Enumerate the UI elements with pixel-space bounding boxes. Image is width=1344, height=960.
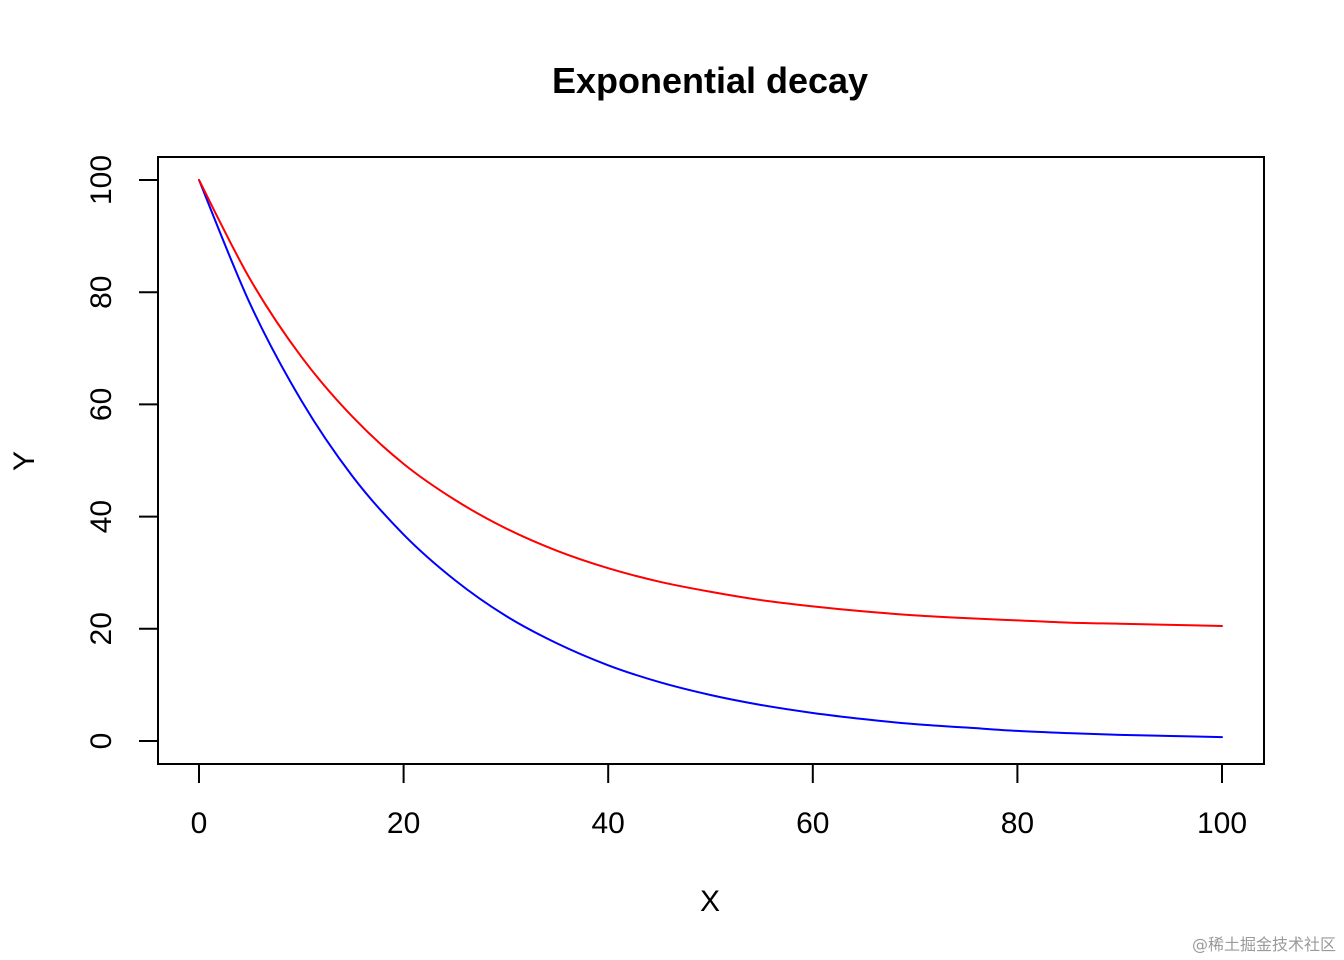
y-tick-label: 80 [85,276,118,309]
x-tick-label: 60 [796,807,829,840]
watermark-text: @稀土掘金技术社区 [1192,935,1336,954]
x-tick-label: 40 [592,807,625,840]
y-tick-label: 40 [85,500,118,533]
x-tick-label: 80 [1001,807,1034,840]
series-line-2 [198,179,1223,627]
chart-title: Exponential decay [552,60,868,101]
y-tick-label: 20 [85,612,118,645]
y-axis: 0 20 40 60 80 100 [85,155,158,749]
x-axis-label: X [700,885,720,918]
x-tick-label: 20 [387,807,420,840]
x-tick-label: 100 [1197,807,1247,840]
series-layer [198,179,1223,739]
plot-frame [157,156,1265,765]
y-tick-label: 60 [85,388,118,421]
series-line-1 [198,179,1223,739]
x-axis: 0 20 40 60 80 100 [191,764,1247,840]
x-tick-label: 0 [191,807,208,840]
y-axis-label: Y [8,451,41,471]
y-tick-label: 0 [85,733,118,750]
y-tick-label: 100 [85,155,118,205]
